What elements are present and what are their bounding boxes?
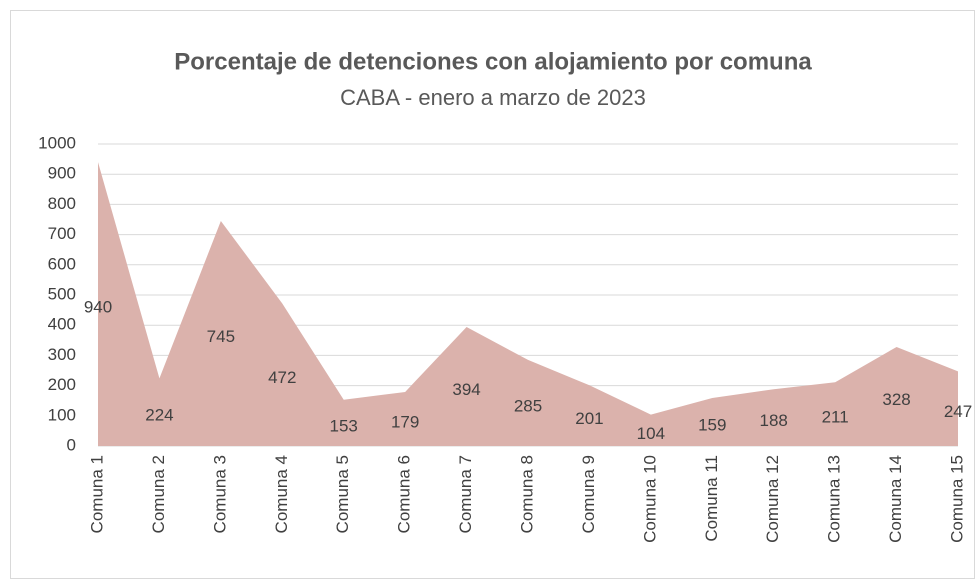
y-tick-label: 400	[48, 315, 76, 334]
data-label: 940	[84, 298, 112, 317]
x-tick-label: Comuna 3	[210, 455, 229, 533]
y-tick-label: 0	[67, 435, 76, 454]
data-label: 188	[760, 411, 788, 430]
area	[98, 162, 958, 446]
x-tick-label: Comuna 14	[886, 455, 905, 543]
y-tick-label: 500	[48, 284, 76, 303]
y-tick-label: 300	[48, 345, 76, 364]
data-label: 201	[575, 409, 603, 428]
chart-title: Porcentaje de detenciones con alojamient…	[174, 48, 812, 75]
y-tick-label: 800	[48, 194, 76, 213]
data-label: 104	[637, 424, 665, 443]
data-label: 285	[514, 396, 542, 415]
x-tick-label: Comuna 15	[947, 455, 966, 543]
data-label: 328	[882, 390, 910, 409]
data-label: 211	[822, 408, 849, 427]
y-tick-label: 1000	[38, 133, 76, 152]
x-tick-label: Comuna 11	[702, 455, 721, 542]
x-tick-label: Comuna 7	[456, 455, 475, 533]
x-tick-label: Comuna 12	[763, 455, 782, 543]
x-tick-label: Comuna 6	[395, 455, 414, 533]
x-tick-label: Comuna 2	[149, 455, 168, 533]
x-tick-label: Comuna 1	[87, 455, 106, 533]
data-label: 179	[391, 412, 419, 431]
data-label: 224	[145, 406, 173, 425]
x-tick-label: Comuna 10	[640, 455, 659, 543]
x-tick-label: Comuna 8	[517, 455, 536, 533]
y-tick-label: 600	[48, 254, 76, 273]
data-label: 247	[944, 402, 972, 421]
data-label: 159	[698, 415, 726, 434]
data-label: 153	[330, 416, 358, 435]
x-tick-label: Comuna 9	[579, 455, 598, 533]
y-tick-label: 200	[48, 375, 76, 394]
chart-subtitle: CABA - enero a marzo de 2023	[340, 85, 646, 110]
y-tick-label: 100	[48, 405, 76, 424]
x-tick-label: Comuna 5	[333, 455, 352, 533]
y-tick-label: 700	[48, 224, 76, 243]
data-label: 745	[207, 327, 235, 346]
x-tick-label: Comuna 13	[825, 455, 844, 543]
y-tick-label: 900	[48, 164, 76, 183]
data-label: 472	[268, 368, 296, 387]
x-tick-label: Comuna 4	[272, 455, 291, 533]
data-label: 394	[452, 380, 480, 399]
